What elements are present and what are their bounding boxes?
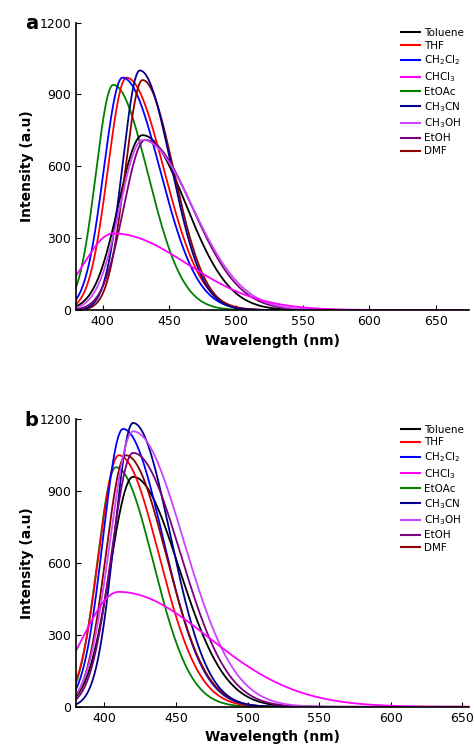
Y-axis label: Intensity (a.u): Intensity (a.u) — [20, 111, 34, 222]
Text: b: b — [25, 411, 38, 429]
X-axis label: Wavelength (nm): Wavelength (nm) — [205, 333, 340, 347]
Legend: Toluene, THF, CH$_2$Cl$_2$, CHCl$_3$, EtOAc, CH$_3$CN, CH$_3$OH, EtOH, DMF: Toluene, THF, CH$_2$Cl$_2$, CHCl$_3$, Et… — [401, 28, 464, 156]
Text: a: a — [25, 14, 38, 33]
Legend: Toluene, THF, CH$_2$Cl$_2$, CHCl$_3$, EtOAc, CH$_3$CN, CH$_3$OH, EtOH, DMF: Toluene, THF, CH$_2$Cl$_2$, CHCl$_3$, Et… — [401, 425, 464, 553]
X-axis label: Wavelength (nm): Wavelength (nm) — [205, 730, 340, 744]
Y-axis label: Intensity (a.u): Intensity (a.u) — [20, 508, 34, 619]
